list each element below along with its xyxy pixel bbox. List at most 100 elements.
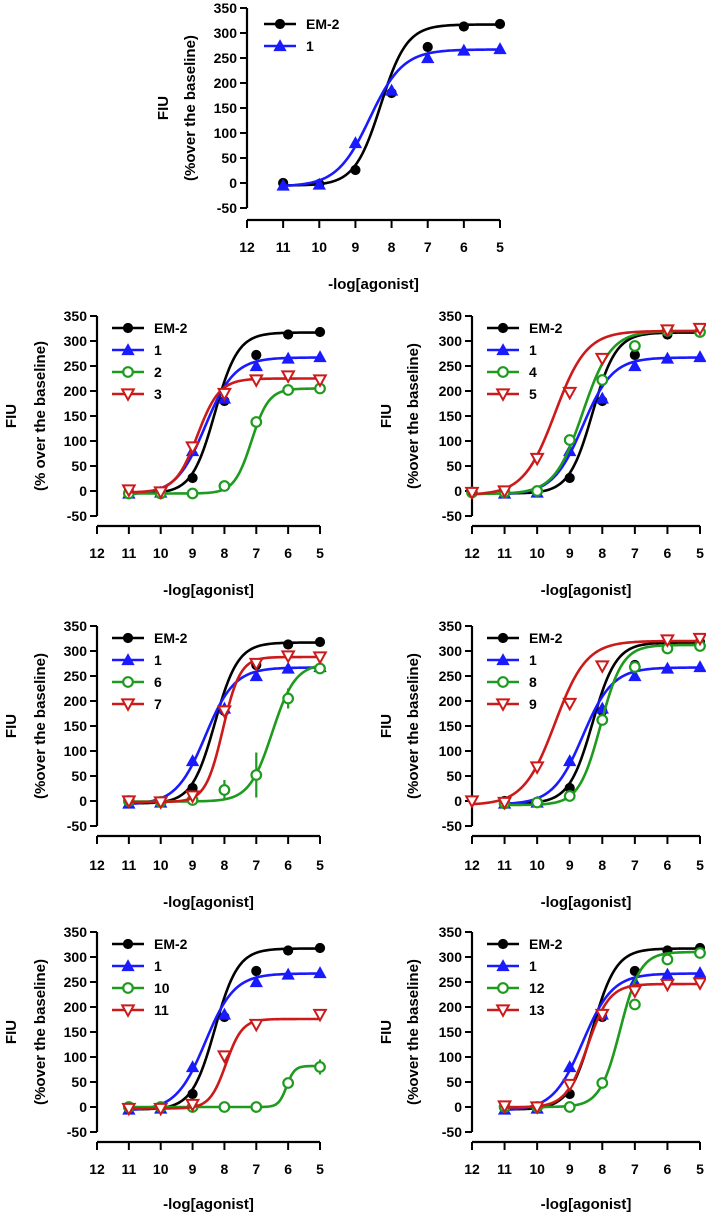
data-point-9	[529, 761, 545, 775]
x-tick-label: 7	[252, 545, 260, 561]
legend-marker-4	[497, 366, 509, 378]
chart-panel-row2-right: 350 300 250 200 150 100 50 0 -50 12 11 10 9 8 7 6 5 -log[…	[378, 618, 706, 911]
data-point-2	[250, 416, 263, 428]
data-point-8	[596, 714, 609, 726]
y-tick-label: 0	[229, 175, 237, 191]
data-point-EM-2	[283, 329, 294, 340]
data-point-12	[661, 953, 674, 966]
x-axis-title: -log[agonist]	[163, 582, 254, 599]
x-axis-title: -log[agonist]	[541, 894, 632, 911]
data-point-1	[312, 177, 326, 190]
y-axis-title: FIU	[155, 96, 172, 120]
legend-marker-11	[120, 1004, 136, 1018]
x-tick-label: 8	[598, 857, 606, 873]
data-point-9	[464, 795, 480, 809]
y-tick-label: 300	[439, 333, 463, 349]
data-point-11	[216, 1050, 232, 1064]
data-point-1	[563, 1060, 577, 1073]
y-tick-label: 100	[64, 743, 88, 759]
data-point-EM-2	[283, 639, 294, 650]
y-tick-label: 350	[64, 924, 88, 940]
data-point-1	[281, 967, 295, 980]
data-point-12	[628, 998, 641, 1011]
series-1	[276, 42, 507, 191]
y-tick-label: 150	[64, 408, 88, 424]
data-point-7	[312, 651, 328, 665]
data-point-12	[563, 1101, 576, 1113]
series-11	[121, 1008, 328, 1117]
data-point-5	[497, 485, 513, 499]
y-tick-label: 0	[454, 1099, 462, 1115]
y-tick-label: -50	[442, 508, 462, 524]
y-tick-label: -50	[217, 200, 237, 216]
x-tick-label: 5	[696, 857, 704, 873]
legend-marker-6	[122, 676, 134, 688]
x-tick-label: 11	[121, 1161, 136, 1177]
y-tick-label: 0	[79, 1099, 87, 1115]
data-point-9	[659, 634, 675, 648]
y-tick-label: 0	[79, 483, 87, 499]
y-axis-subtitle: (% over the baseline)	[32, 341, 49, 491]
data-point-13	[497, 1100, 513, 1114]
x-tick-label: 11	[121, 857, 136, 873]
data-point-12	[596, 1077, 609, 1089]
legend-marker-9	[495, 698, 511, 712]
data-point-10	[282, 1077, 295, 1089]
data-point-6	[218, 784, 231, 796]
data-point-1	[249, 669, 263, 682]
legend-marker-1	[273, 39, 287, 52]
x-tick-label: 9	[189, 545, 197, 561]
y-tick-label: 200	[64, 383, 88, 399]
legend-label: 2	[154, 364, 162, 380]
data-point-11	[153, 1102, 169, 1117]
legend-label: EM-2	[529, 936, 563, 952]
x-tick-label: 11	[121, 545, 136, 561]
data-point-7	[248, 657, 264, 672]
data-point-1	[185, 754, 200, 767]
y-axis-title: FIU	[3, 404, 20, 428]
legend-label: 1	[529, 652, 537, 668]
y-tick-label: 300	[439, 643, 463, 659]
y-axis-title: FIU	[378, 714, 395, 738]
y-tick-label: 200	[64, 693, 88, 709]
y-tick-label: 50	[71, 1074, 87, 1090]
legend-marker-EM-2	[497, 322, 509, 334]
y-tick-label: 0	[454, 793, 462, 809]
data-point-4	[596, 374, 609, 386]
legend-label: 1	[154, 958, 162, 974]
data-point-1	[595, 391, 609, 404]
y-axis-subtitle: (%over the baseline)	[182, 35, 199, 181]
y-tick-label: 350	[214, 0, 238, 16]
legend-marker-2	[122, 366, 134, 378]
y-tick-label: 200	[439, 383, 463, 399]
data-point-5	[692, 322, 706, 337]
x-tick-label: 12	[464, 1161, 480, 1177]
data-point-7	[280, 650, 296, 664]
y-tick-label: 150	[64, 718, 88, 734]
data-point-5	[659, 324, 675, 338]
data-point-1	[249, 359, 263, 372]
y-tick-label: 250	[439, 668, 463, 684]
x-tick-label: 6	[664, 1161, 672, 1177]
legend-marker-EM-2	[122, 938, 134, 950]
legend-marker-12	[497, 982, 509, 994]
y-axis-subtitle: (%over the baseline)	[32, 653, 49, 799]
data-point-4	[563, 434, 576, 446]
data-point-7	[216, 705, 232, 719]
data-point-9	[562, 697, 578, 712]
x-tick-label: 11	[276, 239, 291, 255]
legend-label: 1	[529, 342, 537, 358]
data-point-1	[628, 359, 642, 372]
data-point-11	[312, 1008, 328, 1023]
series-13	[497, 977, 706, 1115]
y-tick-label: 0	[454, 483, 462, 499]
x-tick-label: 10	[529, 857, 545, 873]
y-tick-label: 350	[439, 924, 463, 940]
legend-marker-1	[496, 343, 510, 356]
data-point-2	[282, 384, 295, 396]
data-point-4	[531, 485, 544, 497]
x-tick-label: 12	[89, 545, 105, 561]
x-tick-label: 9	[566, 857, 574, 873]
x-tick-label: 12	[464, 545, 480, 561]
x-tick-label: 8	[221, 545, 229, 561]
